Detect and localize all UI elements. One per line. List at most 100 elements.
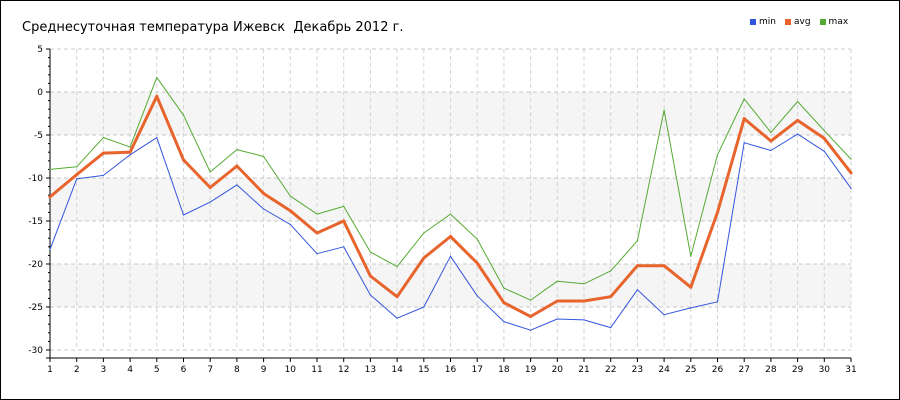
data-point-avg: [235, 164, 239, 168]
x-tick-label: 25: [685, 365, 696, 375]
data-point-max: [449, 213, 452, 215]
data-point-max: [716, 154, 719, 156]
legend-item-max: max: [819, 17, 848, 27]
x-tick-label: 10: [285, 365, 297, 375]
data-point-max: [743, 98, 745, 100]
x-tick-label: 3: [101, 365, 107, 375]
legend-swatch-avg: [784, 19, 791, 25]
y-tick-label: -10: [28, 174, 43, 184]
x-tick-label: 23: [632, 365, 643, 375]
data-point-max: [129, 146, 131, 148]
data-point-max: [530, 299, 532, 301]
data-point-min: [49, 248, 51, 250]
data-point-avg: [635, 264, 639, 268]
data-point-avg: [475, 261, 479, 265]
x-tick-label: 16: [445, 365, 457, 375]
legend-swatch-min: [750, 19, 756, 25]
data-point-avg: [288, 209, 292, 213]
x-tick-label: 14: [391, 365, 403, 375]
data-point-avg: [182, 158, 185, 162]
data-point-max: [343, 205, 345, 207]
data-point-max: [289, 195, 291, 197]
data-point-max: [610, 270, 612, 272]
data-point-min: [396, 317, 398, 319]
x-tick-label: 20: [552, 365, 564, 375]
data-point-min: [182, 214, 185, 216]
data-point-min: [129, 154, 131, 156]
data-point-max: [770, 131, 772, 134]
x-tick-label: 5: [154, 365, 160, 375]
data-point-avg: [529, 314, 533, 318]
data-point-avg: [48, 195, 52, 199]
x-tick-label: 24: [658, 365, 670, 375]
x-tick-label: 31: [845, 365, 856, 375]
legend-item-avg: avg: [784, 17, 811, 27]
data-point-min: [770, 149, 772, 152]
data-point-min: [690, 307, 692, 309]
y-tick-label: -30: [28, 346, 43, 356]
x-tick-label: 21: [578, 365, 589, 375]
data-point-avg: [208, 185, 212, 189]
legend-item-min: min: [750, 17, 776, 27]
data-point-avg: [716, 210, 719, 214]
data-point-max: [369, 251, 371, 253]
data-point-max: [49, 168, 51, 170]
data-point-min: [503, 321, 505, 323]
x-tick-label: 2: [74, 365, 80, 375]
data-point-avg: [155, 94, 159, 98]
x-tick-label: 30: [819, 365, 831, 375]
legend-label-avg: avg: [793, 17, 811, 27]
chart-title: Среднесуточная температура Ижевск Декабр…: [22, 20, 404, 35]
data-point-avg: [75, 173, 79, 177]
x-tick-label: 6: [181, 365, 187, 375]
data-point-min: [716, 301, 719, 303]
x-tick-label: 11: [311, 365, 322, 375]
data-point-min: [743, 142, 745, 144]
data-point-min: [263, 208, 265, 210]
data-point-max: [556, 280, 558, 282]
data-point-avg: [689, 285, 693, 289]
data-point-min: [850, 187, 852, 189]
x-tick-label: 7: [207, 365, 213, 375]
data-point-avg: [582, 299, 586, 303]
data-point-min: [797, 133, 799, 135]
data-point-max: [396, 265, 398, 268]
data-point-max: [156, 76, 158, 78]
data-point-avg: [849, 171, 853, 175]
data-point-avg: [128, 150, 132, 154]
data-point-max: [263, 155, 265, 158]
x-tick-label: 13: [365, 365, 376, 375]
legend: min avg max: [750, 17, 848, 27]
grid-band: [50, 264, 851, 307]
data-point-min: [636, 289, 639, 291]
data-point-max: [690, 255, 692, 257]
data-point-max: [476, 238, 478, 240]
data-point-min: [209, 201, 211, 203]
x-tick-label: 4: [127, 365, 133, 375]
x-tick-label: 18: [498, 365, 510, 375]
data-point-max: [850, 158, 852, 160]
data-point-min: [343, 246, 345, 248]
y-tick-label: 5: [37, 45, 43, 55]
data-point-max: [423, 232, 425, 234]
data-point-min: [289, 223, 291, 226]
data-point-avg: [822, 136, 826, 140]
x-tick-label: 27: [738, 365, 749, 375]
data-point-avg: [422, 256, 426, 260]
x-tick-label: 1: [47, 365, 53, 375]
data-point-min: [476, 295, 478, 297]
data-point-avg: [395, 295, 399, 299]
data-point-min: [610, 327, 612, 329]
data-point-max: [636, 240, 639, 242]
x-tick-label: 9: [261, 365, 267, 375]
data-point-min: [156, 136, 158, 139]
data-point-max: [182, 114, 185, 116]
data-point-avg: [449, 234, 452, 238]
data-point-avg: [609, 295, 613, 299]
data-point-min: [530, 329, 532, 331]
legend-swatch-max: [819, 19, 826, 25]
x-tick-label: 19: [525, 365, 537, 375]
x-tick-label: 15: [418, 365, 429, 375]
data-point-avg: [262, 191, 266, 195]
